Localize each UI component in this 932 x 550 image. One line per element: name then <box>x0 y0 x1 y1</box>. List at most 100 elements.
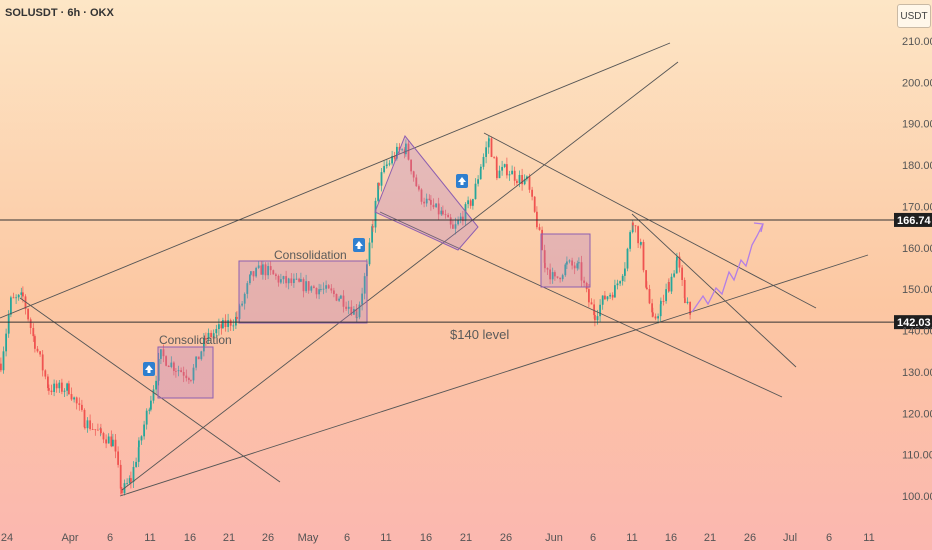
candle-body <box>363 276 366 294</box>
candle-body <box>55 383 58 389</box>
candle-body <box>684 298 686 303</box>
candle-body <box>224 320 227 327</box>
candle-body <box>36 348 39 352</box>
candle-body <box>318 289 320 295</box>
candle-body <box>260 265 263 275</box>
candle-body <box>444 214 447 216</box>
support-price-tag <box>894 315 932 330</box>
candle-body <box>383 166 385 173</box>
candle-body <box>300 279 302 282</box>
candle-body <box>190 379 192 381</box>
candle-body <box>652 312 654 317</box>
x-tick-label: May <box>298 532 319 544</box>
candle-body <box>73 397 75 400</box>
candle-body <box>568 260 571 262</box>
candle-body <box>561 275 564 280</box>
candle-body <box>0 363 2 371</box>
candle-body <box>290 278 293 284</box>
candle-body <box>126 483 128 484</box>
symbol-title: SOLUSDT · 6h · OKX <box>5 7 114 19</box>
candle-body <box>128 478 131 484</box>
candle-body <box>432 204 435 208</box>
candle-body <box>651 303 653 313</box>
candle-body <box>220 324 223 329</box>
currency-badge[interactable]: USDT <box>897 4 931 28</box>
candle-body <box>173 362 175 371</box>
candle-body <box>5 333 7 352</box>
candle-body <box>506 164 508 176</box>
y-tick-label: 120.00 <box>902 408 932 420</box>
candle-body <box>330 288 333 291</box>
x-tick-label: 11 <box>863 532 874 544</box>
x-tick-label: 11 <box>626 532 637 544</box>
projection-path <box>691 223 764 313</box>
candle-body <box>285 276 287 284</box>
candle-body <box>601 295 604 305</box>
candle-body <box>105 439 107 444</box>
candle-body <box>488 138 490 142</box>
candle-body <box>58 382 61 389</box>
x-tick-label: 6 <box>590 532 596 544</box>
candle-body <box>112 439 114 447</box>
candle-body <box>420 189 423 202</box>
candle-body <box>654 316 657 319</box>
candle-body <box>121 488 123 494</box>
candle-body <box>269 266 272 271</box>
consolidation-box-1 <box>157 346 214 399</box>
candle-body <box>162 349 165 357</box>
x-tick-label: 24 <box>1 532 13 544</box>
candle-body <box>464 204 467 222</box>
candle-body <box>391 155 393 164</box>
candle-body <box>566 261 568 265</box>
candle-body <box>50 390 53 392</box>
candle-body <box>205 338 207 340</box>
x-tick-label: 26 <box>500 532 512 544</box>
candle-body <box>102 433 105 440</box>
candle-body <box>511 170 513 175</box>
candle-body <box>449 217 452 225</box>
candle-body <box>44 370 47 377</box>
candle-body <box>241 303 243 306</box>
candle-body <box>474 183 477 200</box>
candle-body <box>355 309 358 318</box>
candle-body <box>29 319 32 328</box>
candle-body <box>20 292 23 295</box>
candle-body <box>27 309 29 320</box>
candle-body <box>482 156 485 167</box>
candle-body <box>435 203 437 208</box>
candle-body <box>616 283 619 286</box>
diamond-pattern <box>374 135 479 251</box>
candle-body <box>10 297 12 315</box>
candle-body <box>114 439 117 452</box>
candle-body <box>295 278 298 280</box>
candle-body <box>457 220 459 225</box>
candle-body <box>386 164 388 166</box>
descending-line-upper <box>483 132 817 309</box>
candle-body <box>207 332 210 340</box>
candle-body <box>410 159 412 172</box>
candle-body <box>325 285 327 289</box>
candle-body <box>407 143 410 160</box>
x-tick-label: 6 <box>344 532 350 544</box>
y-tick-label: 190.00 <box>902 119 932 131</box>
candle-body <box>619 281 621 284</box>
candle-body <box>611 294 614 298</box>
candle-body <box>119 464 122 489</box>
candle-body <box>594 315 596 321</box>
candle-body <box>81 404 83 410</box>
candle-body <box>243 293 246 304</box>
candle-body <box>533 196 536 212</box>
candle-body <box>681 267 683 280</box>
candle-body <box>89 420 91 430</box>
candle-body <box>541 229 543 251</box>
candle-body <box>626 248 629 269</box>
candle-body <box>479 168 482 180</box>
candle-body <box>61 382 63 392</box>
consolidation-box-2 <box>238 260 368 324</box>
candle-body <box>401 149 403 151</box>
zones-group <box>157 135 591 399</box>
candle-body <box>428 198 431 200</box>
support-price-label: 142.03 <box>897 317 931 329</box>
candle-body <box>12 297 15 299</box>
